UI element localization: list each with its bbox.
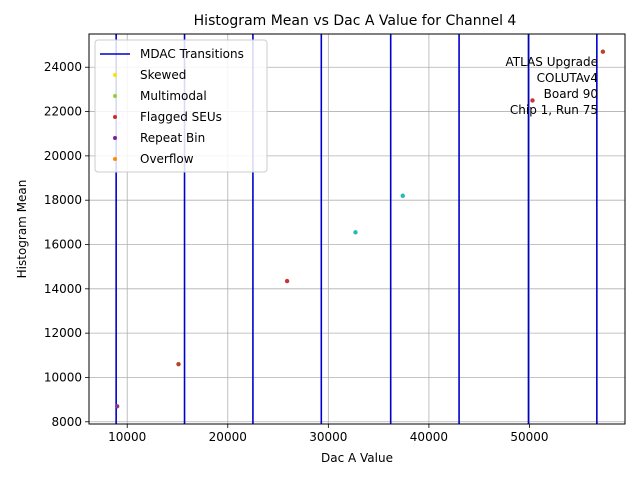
y-tick-label: 18000 [44,193,82,207]
data-points [114,49,606,409]
plot-frame [88,33,626,425]
legend-label: Multimodal [140,89,207,103]
run-annotation: ATLAS Upgrade COLUTAv4 Board 90 Chip 1, Run… [505,55,598,117]
legend-label: Overflow [140,152,194,166]
data-point [176,361,181,367]
legend-point-marker [113,94,117,98]
data-point [600,49,606,54]
y-tick-label: 24000 [44,60,82,74]
legend-point-marker [113,136,117,140]
x-tick-label: 10000 [108,430,146,444]
y-tick-label: 8000 [51,415,82,429]
legend-point-marker [113,157,117,161]
legend-box [94,39,268,173]
x-tick-label: 50000 [510,430,548,444]
data-point [400,193,405,198]
y-tick-label: 20000 [44,149,82,163]
data-point [114,404,120,409]
y-tick-label: 16000 [44,238,82,252]
annotation-line: ATLAS Upgrade [505,55,598,69]
y-axis-label: Histogram Mean [15,180,29,279]
data-point [284,278,290,284]
legend-point-marker [113,73,117,77]
y-tick-label: 22000 [44,105,82,119]
x-tick-label: 30000 [309,430,347,444]
y-axis-ticks: 8000 10000 12000 14000 16000 18000 20000 22000 2… [44,60,89,429]
annotation-line: COLUTAv4 [537,71,598,85]
legend-point-marker [113,115,117,119]
y-tick-label: 10000 [44,370,82,384]
legend: MDAC Transitions Skewed Multimodal Flagged … [94,39,268,173]
legend-label: Skewed [140,68,186,82]
annotation-line: Board 90 [544,87,598,101]
x-axis-label: Dac A Value [321,451,393,465]
x-axis-ticks: 10000 20000 30000 40000 50000 [108,424,549,444]
legend-label: Flagged SEUs [140,110,222,124]
x-tick-label: 40000 [410,430,448,444]
annotation-line: Chip 1, Run 75 [510,103,598,117]
chart-title: Histogram Mean vs Dac A Value for Channe… [194,13,517,29]
legend-label: MDAC Transitions [140,47,244,61]
legend-label: Repeat Bin [140,131,205,145]
x-tick-label: 20000 [209,430,247,444]
data-point [530,98,535,103]
y-tick-label: 12000 [44,326,82,340]
y-tick-label: 14000 [44,282,82,296]
data-point [353,230,358,235]
